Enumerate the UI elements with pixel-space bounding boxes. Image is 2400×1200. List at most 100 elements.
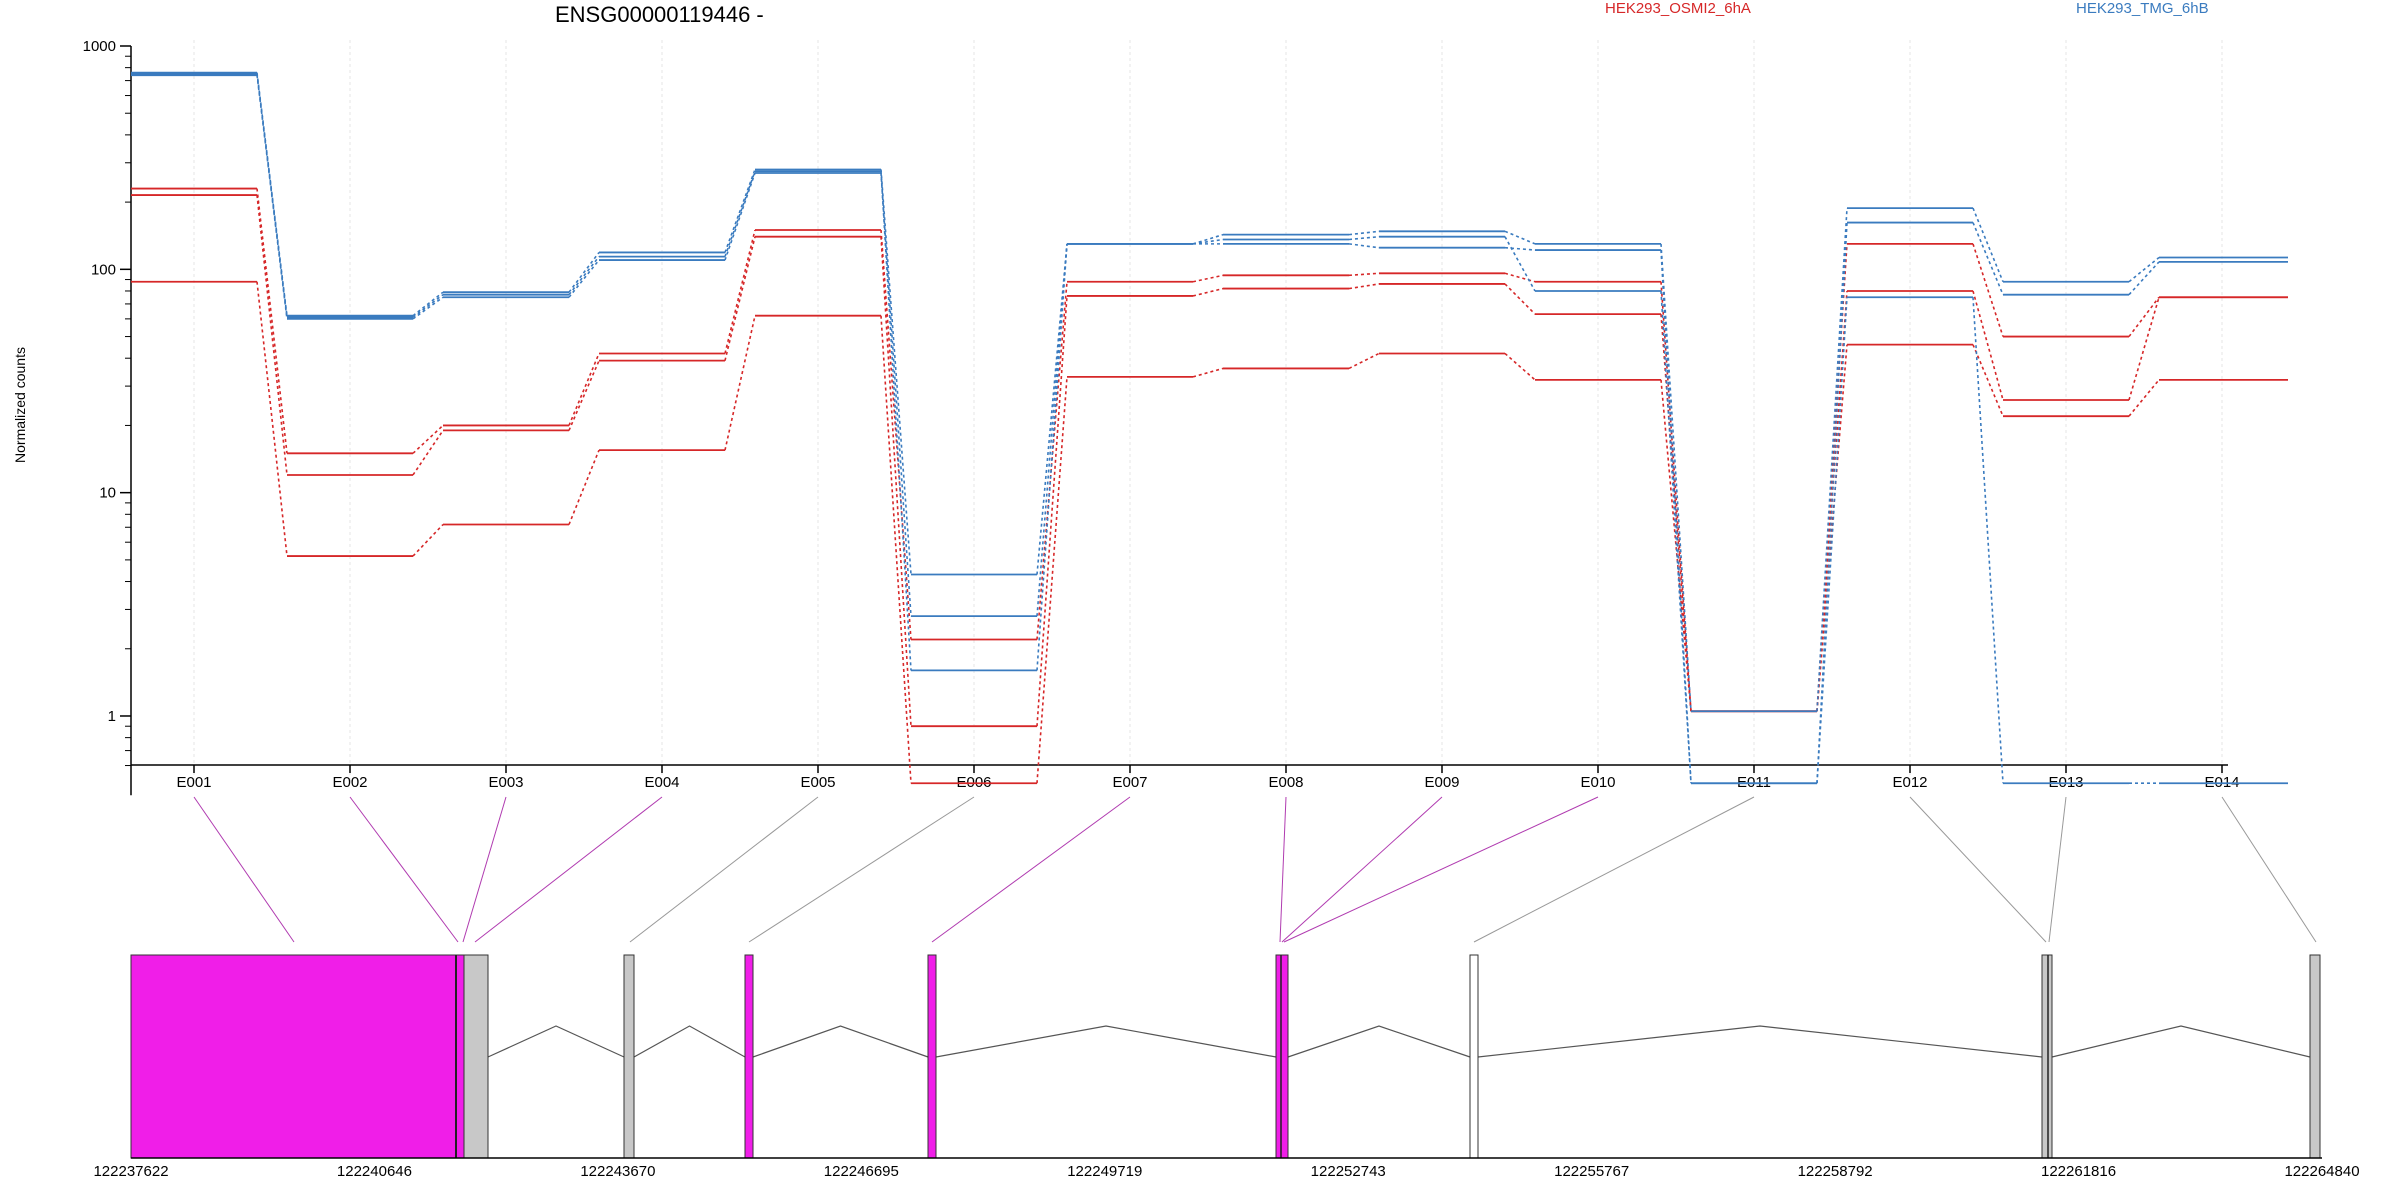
- exon-connector: [474, 796, 663, 943]
- exon-connector: [931, 796, 1131, 943]
- series-connector: [1660, 249, 1692, 784]
- genomic-tick-label: 122258792: [1798, 1163, 1873, 1180]
- series-connector: [412, 523, 444, 557]
- series-connector: [1348, 352, 1380, 370]
- genomic-tick-label: 122246695: [824, 1163, 899, 1180]
- series-connector: [880, 172, 912, 617]
- series-connector: [412, 429, 444, 476]
- series-connector: [2128, 296, 2160, 338]
- series-connector: [1816, 297, 1848, 784]
- exon-box: [2309, 954, 2321, 1159]
- exon-connector: [629, 796, 819, 943]
- legend-entry-tmg: HEK293_TMG_6hB: [2076, 0, 2209, 17]
- genomic-tick-label: 122264840: [2284, 1163, 2359, 1180]
- series-connector: [1660, 379, 1692, 712]
- series-connector: [724, 315, 756, 451]
- genomic-tick-label: 122255767: [1554, 1163, 1629, 1180]
- series-connector: [1972, 297, 2004, 784]
- series-connector: [1816, 208, 1848, 712]
- y-tick-label: 10: [99, 485, 116, 502]
- series-connector: [1504, 283, 1536, 315]
- series-connector: [880, 169, 912, 575]
- y-tick-label: 1000: [83, 38, 116, 55]
- series-connector: [1348, 283, 1380, 290]
- series-connector: [1660, 314, 1692, 712]
- genomic-tick-label: 122261816: [2041, 1163, 2116, 1180]
- exon-connector: [1283, 796, 1599, 943]
- series-connector: [256, 73, 288, 318]
- series-connector: [724, 169, 756, 253]
- x-tick-label: E004: [644, 774, 679, 791]
- genomic-tick-label: 122237622: [93, 1163, 168, 1180]
- series-connector: [1192, 287, 1224, 297]
- series-connector: [1972, 344, 2004, 417]
- y-tick-label: 1: [108, 708, 116, 725]
- exon-box: [927, 954, 937, 1159]
- series-connector: [2128, 379, 2160, 417]
- exon-box: [463, 954, 489, 1159]
- series-connector: [880, 171, 912, 671]
- genomic-tick-label: 122240646: [337, 1163, 412, 1180]
- intron-line: [633, 1025, 746, 1058]
- exon-connector: [748, 796, 975, 943]
- exon-box: [1469, 954, 1479, 1159]
- series-connector: [256, 281, 288, 557]
- series-connector: [1192, 238, 1224, 245]
- series-connector: [256, 195, 288, 476]
- series-connector: [1972, 290, 2004, 401]
- series-connector: [724, 236, 756, 361]
- series-connector: [412, 294, 444, 318]
- x-tick-label: E005: [800, 774, 835, 791]
- series-connector: [568, 251, 600, 293]
- series-connector: [880, 315, 912, 784]
- exon-connector: [1281, 796, 1443, 943]
- x-tick-label: E003: [488, 774, 523, 791]
- genomic-tick-label: 122252743: [1311, 1163, 1386, 1180]
- series-connector: [1972, 207, 2004, 283]
- exon-box: [1275, 954, 1289, 1159]
- x-tick-label: E009: [1424, 774, 1459, 791]
- series-connector: [1504, 272, 1536, 283]
- series-connector: [1192, 233, 1224, 245]
- exon-box: [455, 954, 465, 1159]
- genomic-tick-label: 122249719: [1067, 1163, 1142, 1180]
- y-tick-label: 100: [91, 261, 116, 278]
- exon-box: [2041, 954, 2053, 1159]
- exon-connector: [1279, 796, 1287, 943]
- intron-line: [935, 1025, 1277, 1058]
- series-connector: [2128, 256, 2160, 283]
- series-connector: [1036, 376, 1068, 784]
- series-connector: [880, 236, 912, 727]
- series-connector: [1504, 352, 1536, 381]
- exon-box: [130, 954, 457, 1159]
- series-connector: [1660, 290, 1692, 784]
- x-tick-label: E007: [1112, 774, 1147, 791]
- series-connector: [1816, 344, 1848, 712]
- exon-connector: [2221, 796, 2317, 943]
- exon-connector: [462, 796, 507, 943]
- series-connector: [1972, 222, 2004, 295]
- genomic-tick-label: 122243670: [580, 1163, 655, 1180]
- series-connector: [1504, 246, 1536, 251]
- series-connector: [1036, 243, 1068, 671]
- exon-connector: [193, 796, 295, 943]
- series-connector: [568, 449, 600, 525]
- series-connector: [256, 188, 288, 454]
- series-connector: [568, 259, 600, 298]
- series-connector: [880, 229, 912, 640]
- x-tick-label: E001: [176, 774, 211, 791]
- x-tick-label: E010: [1580, 774, 1615, 791]
- series-connector: [1348, 243, 1380, 249]
- intron-line: [1477, 1025, 2043, 1058]
- exon-connector: [1473, 796, 1755, 943]
- intron-line: [1287, 1025, 1471, 1058]
- exon-connector: [349, 796, 459, 943]
- series-connector: [412, 296, 444, 320]
- series-connector: [1192, 367, 1224, 378]
- series-connector: [1036, 295, 1068, 727]
- exon-box: [744, 954, 754, 1159]
- series-connector: [1192, 274, 1224, 283]
- x-tick-label: E012: [1892, 774, 1927, 791]
